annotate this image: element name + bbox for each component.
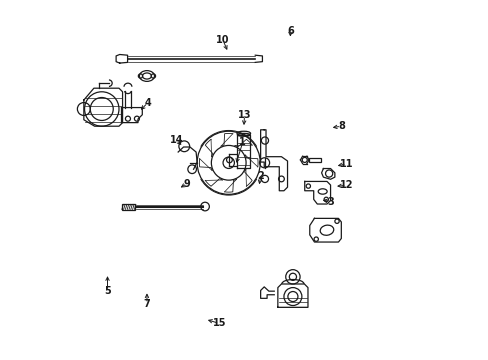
Text: 7: 7	[143, 299, 150, 309]
Text: 8: 8	[337, 121, 344, 131]
Text: 11: 11	[339, 159, 353, 169]
Text: 5: 5	[104, 286, 111, 296]
Text: 14: 14	[169, 135, 183, 145]
Text: 9: 9	[183, 179, 190, 189]
Text: 13: 13	[237, 111, 251, 121]
Text: 1: 1	[239, 138, 245, 147]
Text: 4: 4	[144, 98, 151, 108]
Text: 6: 6	[286, 26, 293, 36]
Text: 3: 3	[326, 197, 333, 207]
Text: 2: 2	[257, 171, 264, 181]
Text: 12: 12	[339, 180, 353, 190]
Text: 10: 10	[216, 35, 229, 45]
Text: 15: 15	[212, 319, 225, 328]
